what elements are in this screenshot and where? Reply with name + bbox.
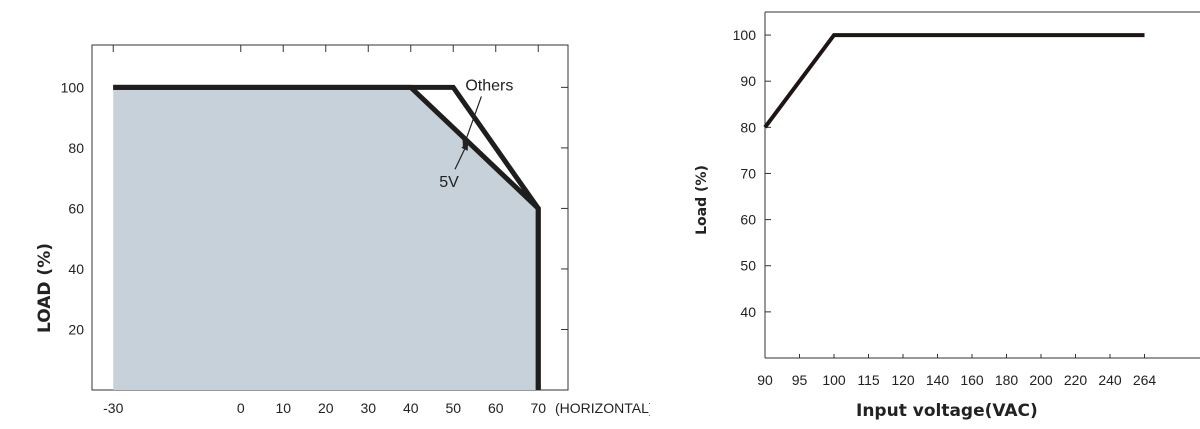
chart2-x-tick-label: 180 (995, 372, 1019, 388)
chart2-x-tick-label: 140 (926, 372, 950, 388)
chart1-x-tick-label: 10 (275, 400, 291, 416)
chart1-x-tick-label: 70 (530, 400, 546, 416)
chart2-y-tick-label: 60 (740, 212, 756, 228)
chart2-y-tick-label: 90 (740, 73, 756, 89)
chart1-x-tick-label: 40 (403, 400, 419, 416)
chart2-y-tick-label: 80 (740, 119, 756, 135)
chart2-x-tick-label: 115 (857, 372, 880, 388)
chart1-x-tick-label: 30 (360, 400, 376, 416)
chart1-series-5v (113, 84, 541, 390)
chart1-y-tick-label: 20 (68, 321, 84, 337)
chart1-x-tick-label: -30 (103, 400, 123, 416)
chart2-x-tick-label: 264 (1133, 372, 1157, 388)
chart2-y-tick-label: 40 (740, 304, 756, 320)
chart1-x-tick-label: 20 (318, 400, 334, 416)
chart2-x-tick-label: 100 (822, 372, 846, 388)
chart2-y-axis-label: Load (%) (694, 165, 710, 235)
chart2-x-tick-label: 240 (1098, 372, 1122, 388)
chart2-x-tick-label: 120 (891, 372, 915, 388)
chart2-y-tick-label: 50 (740, 258, 756, 274)
chart1-x-tick-label: 0 (237, 400, 245, 416)
chart1-y-tick-label: 100 (61, 79, 85, 95)
chart2-series-line (763, 33, 1145, 129)
chart2-x-tick-label: 95 (792, 372, 808, 388)
chart1-y-axis-label: LOAD (%) (35, 243, 55, 333)
chart1-y-tick-label: 80 (68, 140, 84, 156)
chart2-y-tick-label: 70 (740, 165, 756, 181)
chart2-x-tick-label: 160 (960, 372, 984, 388)
chart1-annotation-arrowhead (461, 141, 469, 151)
chart1-y-tick-label: 40 (68, 261, 84, 277)
chart1-annotation-arrow (462, 96, 482, 149)
chart1-y-tick-label: 60 (68, 200, 84, 216)
chart1-annotation-others: Others (465, 77, 513, 94)
chart1-x-tick-label: 50 (445, 400, 461, 416)
chart2-y-tick-label: 100 (733, 27, 757, 43)
chart1-annotation-5v: 5V (439, 174, 459, 191)
chart1-x-unit-label: (HORIZONTAL) (555, 400, 650, 416)
chart2-x-tick-label: 220 (1064, 372, 1088, 388)
chart2-x-axis-label: Input voltage(VAC) (856, 401, 1038, 421)
chart2-x-tick-label: 90 (757, 372, 773, 388)
chart1-safe-area (113, 87, 539, 391)
chart1-x-tick-label: 60 (488, 400, 504, 416)
chart2-x-tick-label: 200 (1029, 372, 1053, 388)
